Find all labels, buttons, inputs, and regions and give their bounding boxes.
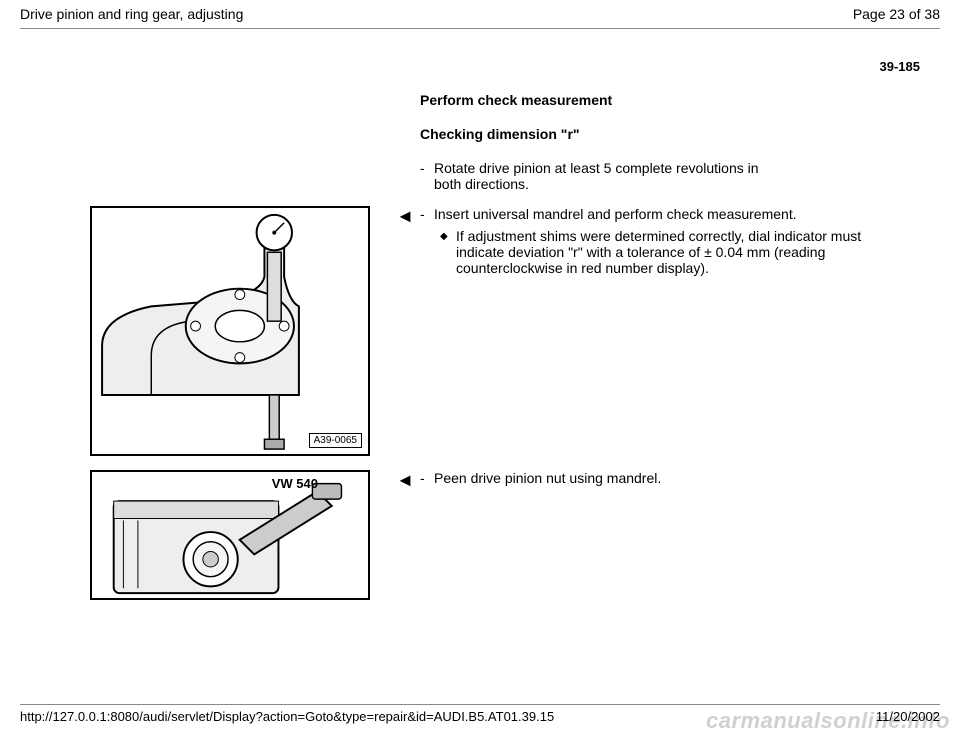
step1-bullet-text: Insert universal mandrel and perform che…: [434, 206, 797, 222]
heading-checking-dimension: Checking dimension "r": [420, 126, 760, 142]
footer-url: http://127.0.0.1:8080/audi/servlet/Displ…: [20, 709, 554, 724]
figure-1: A39-0065: [90, 206, 370, 456]
step-1: A39-0065 ◄ - Insert universal mandrel an…: [30, 206, 930, 456]
page-code: 39-185: [0, 29, 960, 74]
dash-icon: -: [420, 160, 434, 192]
footer: http://127.0.0.1:8080/audi/servlet/Displ…: [0, 704, 960, 742]
pointer-icon: ◄: [390, 206, 420, 456]
diamond-icon: ◆: [440, 228, 456, 276]
footer-date: 11/20/2002: [876, 709, 940, 724]
header-title: Drive pinion and ring gear, adjusting: [20, 6, 243, 22]
figure-2-tool-label: VW 540: [272, 476, 318, 491]
figure-1-label: A39-0065: [309, 433, 362, 448]
intro-bullet-text: Rotate drive pinion at least 5 complete …: [434, 160, 760, 192]
pointer-icon: ◄: [390, 470, 420, 600]
figure-2: VW 540: [90, 470, 370, 600]
step2-bullet-text: Peen drive pinion nut using mandrel.: [434, 470, 661, 486]
content-area: Perform check measurement Checking dimen…: [0, 92, 960, 600]
dash-icon: -: [420, 470, 434, 486]
heading-perform-check: Perform check measurement: [420, 92, 760, 108]
dash-icon: -: [420, 206, 434, 222]
step1-sub-text: If adjustment shims were determined corr…: [456, 228, 900, 276]
step-2: VW 540 ◄ - Peen drive pinion nut using m…: [30, 470, 930, 600]
header-page: Page 23 of 38: [853, 6, 940, 22]
